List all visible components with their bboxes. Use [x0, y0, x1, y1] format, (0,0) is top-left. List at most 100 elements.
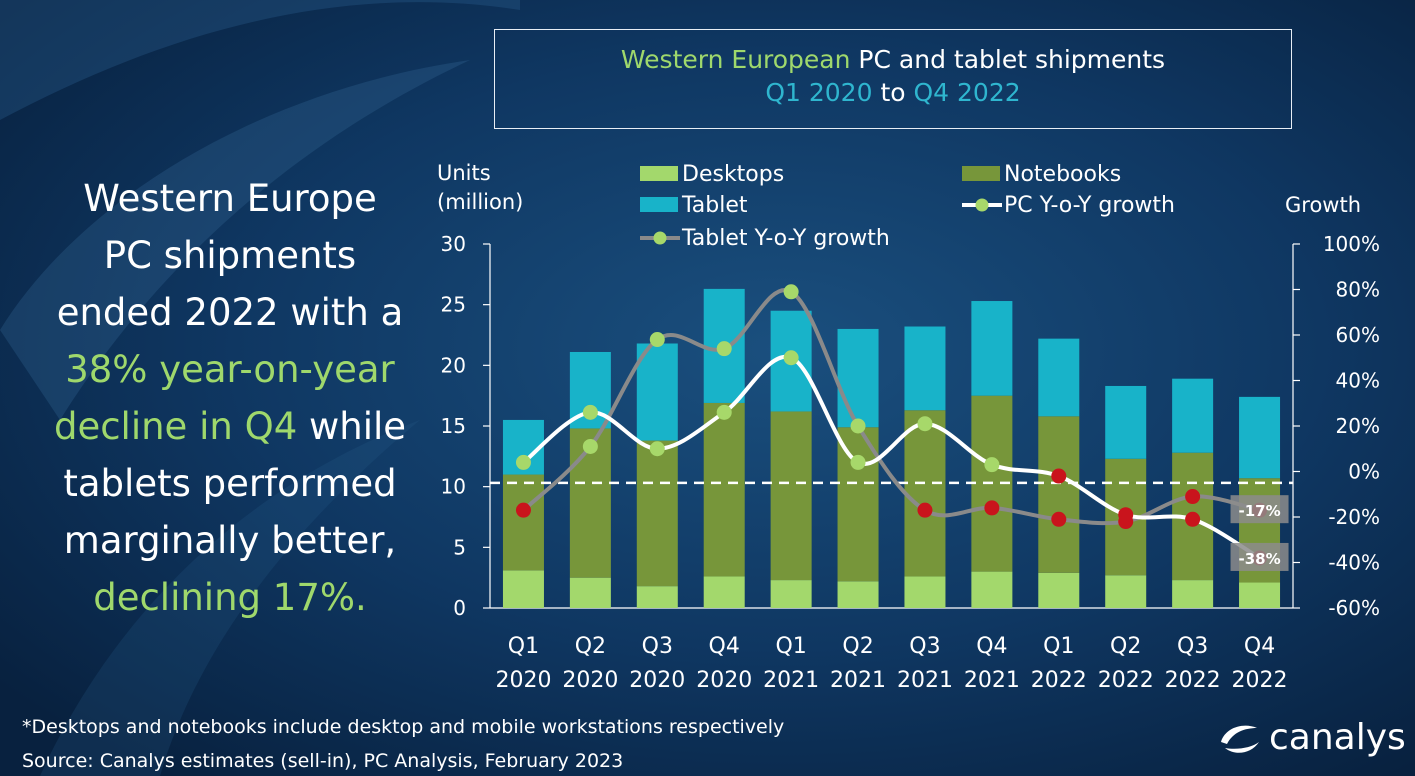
x-tick-label-year: 2022	[1165, 668, 1221, 693]
bar-tablet	[636, 343, 678, 441]
x-tick-label-quarter: Q3	[1177, 634, 1208, 659]
x-tick-label-quarter: Q4	[709, 634, 740, 659]
x-tick-label-quarter: Q4	[976, 634, 1007, 659]
headline-line-1: Western Europe	[83, 177, 377, 220]
headline-line-6: tablets performed	[63, 462, 397, 505]
headline-line-8: declining 17%.	[93, 576, 367, 619]
title-start: Q1 2020	[765, 78, 873, 107]
legend-label-tablet-growth: Tablet Y-o-Y growth	[681, 226, 890, 251]
x-tick-label-quarter: Q1	[508, 634, 539, 659]
x-tick-label-quarter: Q4	[1244, 634, 1275, 659]
marker-pc-growth	[850, 454, 866, 470]
marker-pc-growth	[716, 404, 732, 420]
bar-notebooks	[904, 410, 946, 577]
bar-tablet	[1038, 338, 1080, 417]
canalys-logo-text: canalys	[1269, 717, 1406, 758]
y-tick-label-right: 80%	[1336, 278, 1380, 302]
marker-pc-growth	[917, 416, 933, 432]
legend-marker-tablet-growth	[653, 231, 667, 245]
bar-desktops	[770, 580, 812, 608]
y-tick-label-left: 10	[441, 475, 466, 499]
marker-pc-growth	[1051, 468, 1067, 484]
legend-label-notebooks: Notebooks	[1004, 162, 1121, 187]
headline-line-4: 38% year-on-year	[65, 348, 395, 391]
x-tick-label-year: 2020	[562, 668, 618, 693]
marker-tablet-growth	[1051, 511, 1067, 527]
marker-tablet-growth	[716, 341, 732, 357]
y-tick-label-right: 20%	[1336, 414, 1380, 438]
headline-line-2: PC shipments	[103, 234, 357, 277]
y-tick-label-left: 15	[441, 414, 466, 438]
bar-tablet	[971, 301, 1013, 396]
bar-desktops	[1172, 580, 1214, 608]
marker-tablet-growth	[917, 502, 933, 518]
bar-desktops	[971, 571, 1013, 608]
bar-desktops	[837, 581, 879, 608]
x-tick-label-year: 2020	[696, 668, 752, 693]
bar-desktops	[569, 577, 611, 608]
headline-text: Western Europe PC shipments ended 2022 w…	[20, 170, 440, 626]
x-tick-label-quarter: Q2	[1110, 634, 1141, 659]
line-tablet-growth	[522, 288, 1260, 526]
bar-tablet	[1172, 378, 1214, 453]
bar-tablet	[1105, 385, 1147, 459]
bar-desktops	[1239, 582, 1281, 608]
marker-pc-growth	[515, 454, 531, 470]
title-region: Western European	[620, 45, 851, 74]
bar-notebooks	[636, 440, 678, 587]
line-pc-growth	[522, 354, 1261, 560]
marker-tablet-growth	[783, 284, 799, 300]
x-tick-label-quarter: Q1	[1043, 634, 1074, 659]
data-label: -38%	[1238, 550, 1280, 568]
legend-marker-pc-growth	[975, 198, 989, 212]
legend-swatch-notebooks	[962, 166, 1000, 181]
x-tick-label-year: 2021	[897, 668, 953, 693]
bar-desktops	[904, 576, 946, 608]
marker-pc-growth	[1118, 507, 1134, 523]
y-tick-label-left: 20	[441, 353, 466, 377]
x-tick-label-quarter: Q1	[775, 634, 806, 659]
headline-line-7: marginally better,	[63, 519, 397, 562]
bar-notebooks	[1038, 416, 1080, 573]
y-tick-label-right: 60%	[1336, 323, 1380, 347]
y-tick-label-left: 30	[441, 232, 466, 256]
y-tick-label-left: 0	[453, 596, 466, 620]
footnote: *Desktops and notebooks include desktop …	[22, 716, 785, 738]
marker-pc-growth	[783, 350, 799, 366]
x-tick-label-year: 2022	[1232, 668, 1288, 693]
y-tick-label-right: 40%	[1336, 369, 1380, 393]
x-tick-label-year: 2021	[830, 668, 886, 693]
bar-notebooks	[770, 411, 812, 581]
bar-notebooks	[703, 402, 745, 577]
marker-pc-growth	[649, 441, 665, 457]
headline-line-5a: decline in Q4	[53, 405, 298, 448]
marker-tablet-growth	[515, 502, 531, 518]
bar-tablet	[1239, 396, 1281, 479]
marker-pc-growth	[582, 404, 598, 420]
data-label: -17%	[1238, 502, 1280, 520]
x-tick-label-quarter: Q3	[909, 634, 940, 659]
title-end: Q4 2022	[913, 78, 1021, 107]
bar-notebooks	[837, 427, 879, 582]
marker-tablet-growth	[1185, 489, 1201, 505]
marker-tablet-growth	[984, 500, 1000, 516]
x-tick-label-year: 2022	[1098, 668, 1154, 693]
title-to: to	[872, 78, 914, 107]
legend-label-pc-growth: PC Y-o-Y growth	[1004, 193, 1175, 218]
bar-desktops	[636, 586, 678, 608]
y-tick-label-right: -40%	[1328, 551, 1380, 575]
x-tick-label-quarter: Q2	[842, 634, 873, 659]
headline-line-3: ended 2022 with a	[56, 291, 404, 334]
x-tick-label-year: 2021	[763, 668, 819, 693]
marker-pc-growth	[1185, 511, 1201, 527]
y-tick-label-left: 25	[441, 293, 466, 317]
legend-swatch-tablet	[640, 197, 678, 212]
legend-label-tablet: Tablet	[681, 193, 748, 218]
x-tick-label-year: 2021	[964, 668, 1020, 693]
data-label-box	[1230, 542, 1289, 571]
chart-title-box: Western European PC and tablet shipments…	[494, 29, 1292, 129]
y-tick-label-left: 5	[453, 535, 466, 559]
marker-tablet-growth	[649, 332, 665, 348]
legend-label-desktops: Desktops	[682, 162, 784, 187]
